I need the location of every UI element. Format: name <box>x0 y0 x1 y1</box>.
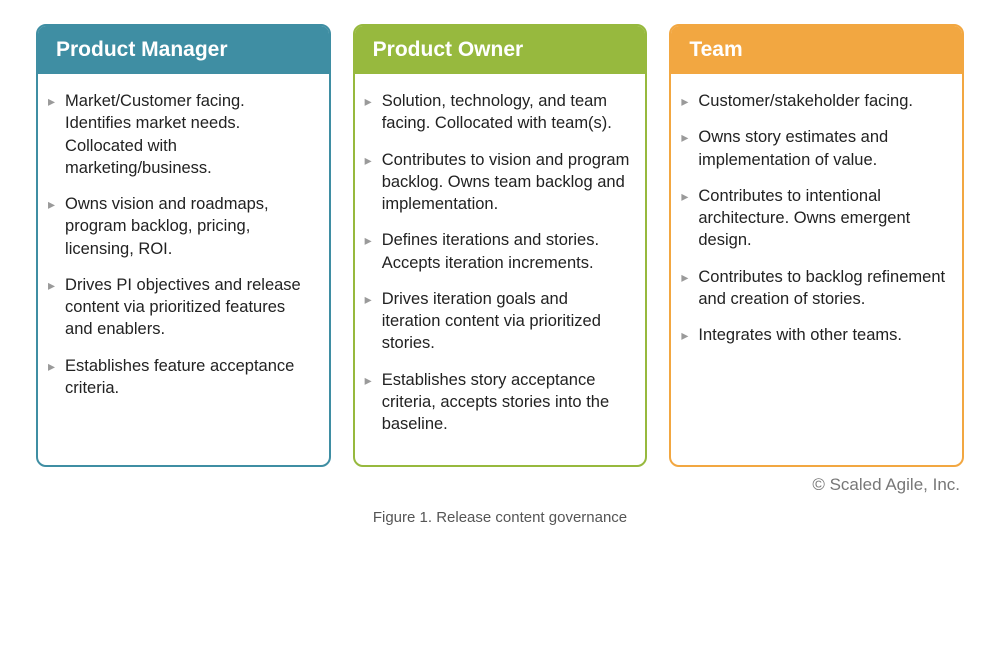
list-item: ▸ Defines iterations and stories. Accepts… <box>365 229 630 274</box>
columns-container: Product Manager ▸ Market/Customer facing. … <box>36 24 964 467</box>
list-item: ▸ Contributes to backlog refinement and c… <box>681 266 946 311</box>
list-item-text: Defines iterations and stories. Accepts … <box>382 229 630 274</box>
bullet-icon: ▸ <box>365 372 372 389</box>
list-item: ▸ Customer/stakeholder facing. <box>681 90 946 112</box>
list-item-text: Solution, technology, and team facing. C… <box>382 90 630 135</box>
bullet-icon: ▸ <box>681 327 688 344</box>
role-card-body: ▸ Customer/stakeholder facing. ▸ Owns story… <box>671 74 962 465</box>
list-item: ▸ Owns story estimates and implementation… <box>681 126 946 171</box>
bullet-icon: ▸ <box>681 93 688 110</box>
role-card: Team ▸ Customer/stakeholder facing. ▸ Owns s… <box>669 24 964 467</box>
list-item: ▸ Contributes to vision and program backl… <box>365 149 630 216</box>
list-item-text: Drives iteration goals and iteration con… <box>382 288 630 355</box>
list-item-text: Establishes feature acceptance criteria. <box>65 355 313 400</box>
role-card-header: Team <box>671 26 962 74</box>
role-card-header: Product Owner <box>355 26 646 74</box>
list-item: ▸ Drives PI objectives and release conten… <box>48 274 313 341</box>
role-card: Product Owner ▸ Solution, technology, and … <box>353 24 648 467</box>
bullet-icon: ▸ <box>681 269 688 286</box>
bullet-icon: ▸ <box>681 188 688 205</box>
role-card-body: ▸ Solution, technology, and team facing. … <box>355 74 646 465</box>
figure-caption: Figure 1. Release content governance <box>36 509 964 526</box>
role-card: Product Manager ▸ Market/Customer facing. … <box>36 24 331 467</box>
list-item: ▸ Contributes to intentional architecture… <box>681 185 946 252</box>
copyright-text: © Scaled Agile, Inc. <box>36 475 964 495</box>
bullet-icon: ▸ <box>365 93 372 110</box>
list-item-text: Establishes story acceptance criteria, a… <box>382 369 630 436</box>
list-item: ▸ Establishes feature acceptance criteria… <box>48 355 313 400</box>
bullet-icon: ▸ <box>48 196 55 213</box>
list-item: ▸ Drives iteration goals and iteration co… <box>365 288 630 355</box>
bullet-icon: ▸ <box>681 129 688 146</box>
list-item-text: Owns vision and roadmaps, program backlo… <box>65 193 313 260</box>
list-item-text: Market/Customer facing. Identifies marke… <box>65 90 313 179</box>
list-item-text: Contributes to intentional architecture.… <box>698 185 946 252</box>
bullet-icon: ▸ <box>365 152 372 169</box>
list-item: ▸ Owns vision and roadmaps, program backl… <box>48 193 313 260</box>
bullet-icon: ▸ <box>48 277 55 294</box>
list-item-text: Customer/stakeholder facing. <box>698 90 913 112</box>
bullet-icon: ▸ <box>365 291 372 308</box>
list-item: ▸ Solution, technology, and team facing. … <box>365 90 630 135</box>
list-item-text: Drives PI objectives and release content… <box>65 274 313 341</box>
role-card-header: Product Manager <box>38 26 329 74</box>
bullet-icon: ▸ <box>48 93 55 110</box>
list-item-text: Integrates with other teams. <box>698 324 902 346</box>
list-item: ▸ Establishes story acceptance criteria, … <box>365 369 630 436</box>
bullet-icon: ▸ <box>365 232 372 249</box>
bullet-icon: ▸ <box>48 358 55 375</box>
role-card-body: ▸ Market/Customer facing. Identifies mark… <box>38 74 329 465</box>
list-item-text: Contributes to backlog refinement and cr… <box>698 266 946 311</box>
list-item-text: Contributes to vision and program backlo… <box>382 149 630 216</box>
list-item-text: Owns story estimates and implementation … <box>698 126 946 171</box>
list-item: ▸ Integrates with other teams. <box>681 324 946 346</box>
list-item: ▸ Market/Customer facing. Identifies mark… <box>48 90 313 179</box>
